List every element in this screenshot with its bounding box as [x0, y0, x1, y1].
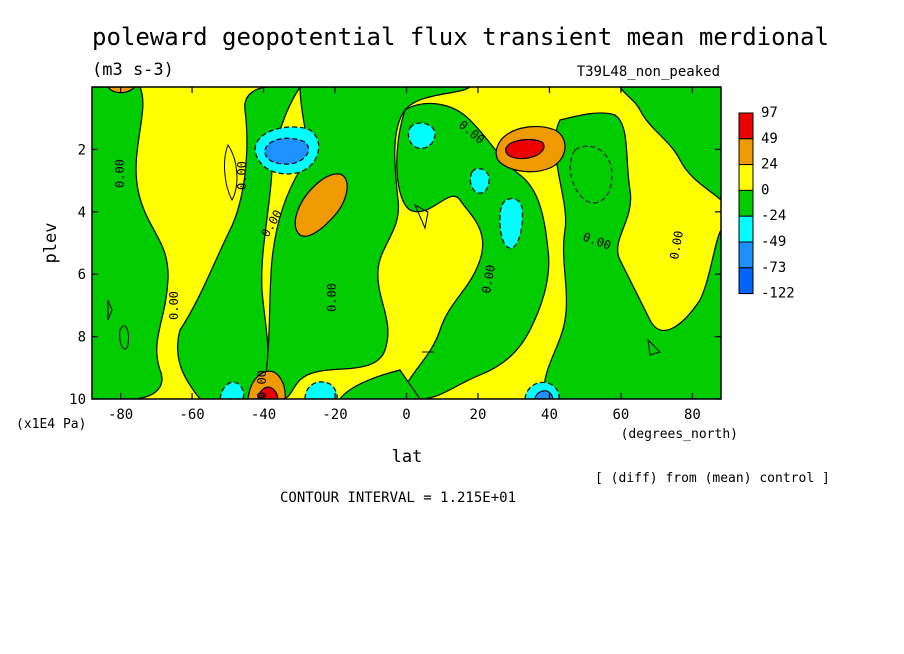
- contour-label: 0.00: [479, 264, 498, 295]
- colorbar-swatch: [738, 267, 754, 295]
- x-tick-label: 80: [684, 407, 701, 423]
- colorbar-swatch: [738, 215, 754, 243]
- contour-line-c: [107, 299, 113, 321]
- contour-line-a: [224, 143, 238, 202]
- colorbar-label: 97: [761, 105, 778, 121]
- x-tick-label: 20: [470, 407, 487, 423]
- x-tick-label: -60: [179, 407, 204, 423]
- x-axis-label: lat: [392, 447, 423, 467]
- chart-title: poleward geopotential flux transient mea…: [92, 23, 829, 51]
- pos-max-orange-south: [294, 173, 348, 237]
- y-tick-label: 10: [69, 392, 86, 408]
- diff-annotation: [ (diff) from (mean) control ]: [595, 471, 830, 486]
- contour-label: 0.00: [667, 230, 686, 261]
- contour-label: 0.00: [325, 283, 339, 312]
- colorbar-label: 24: [761, 157, 778, 173]
- y-tick-label: 6: [78, 267, 86, 283]
- contour-label: 0.00: [113, 159, 127, 188]
- contour-label: 0.00: [167, 291, 181, 320]
- y-axis: 2 4 6 8 10: [69, 142, 721, 408]
- y-tick-label: 2: [78, 142, 86, 158]
- neg-region-east-top: [619, 87, 721, 201]
- colorbar: 97 49 24 0 -24 -49 -73 -122: [738, 105, 795, 302]
- y-tick-label: 8: [78, 330, 86, 346]
- neg-min-blue-left: [264, 137, 310, 165]
- colorbar-swatch: [738, 241, 754, 269]
- colorbar-label: 0: [761, 182, 769, 198]
- x-tick-label: -40: [251, 407, 276, 423]
- y-axis-label: plev: [41, 223, 61, 264]
- x-tick-label: 40: [541, 407, 558, 423]
- colorbar-label: -122: [761, 286, 795, 302]
- neg-region-center: [261, 87, 471, 399]
- contour-label: 0.00: [255, 370, 269, 399]
- neg-min-cyan-south-a: [219, 381, 245, 399]
- colorbar-label: -73: [761, 260, 786, 276]
- colorbar-swatch: [738, 164, 754, 191]
- neg-min-cyan-tropic-low: [499, 198, 524, 249]
- chart-units: (m3 s-3): [92, 60, 174, 80]
- neg-region-west: [92, 87, 169, 399]
- colorbar-label: 49: [761, 131, 778, 147]
- pos-max-red-north: [505, 138, 545, 160]
- y-tick-label: 4: [78, 205, 86, 221]
- colorbar-swatch: [738, 112, 754, 140]
- x-axis: -80 -60 -40 -20 0 20 40 60 80: [108, 87, 701, 423]
- x-tick-label: -20: [322, 407, 347, 423]
- contour-label: 0.00: [235, 161, 249, 190]
- contour-line-e: [647, 338, 661, 356]
- y-axis-units: (x1E4 Pa): [16, 417, 86, 432]
- x-tick-label: -80: [108, 407, 133, 423]
- colorbar-swatch: [738, 189, 754, 217]
- contour-field: [92, 87, 721, 399]
- neg-min-cyan-tropic-mid: [469, 168, 490, 194]
- neg-min-cyan-south-b: [304, 381, 338, 399]
- contour-line-d: [119, 325, 129, 350]
- x-tick-label: 60: [613, 407, 630, 423]
- contour-interval: CONTOUR INTERVAL = 1.215E+01: [280, 490, 516, 506]
- contour-line-b: [569, 145, 613, 204]
- neg-region-tropics: [396, 102, 550, 399]
- colorbar-label: -49: [761, 234, 786, 250]
- colorbar-swatch: [738, 138, 754, 166]
- neg-min-cyan-tropic-upper: [407, 122, 436, 149]
- contour-line-f: [413, 203, 429, 230]
- colorbar-label: -24: [761, 208, 786, 224]
- x-tick-label: 0: [402, 407, 410, 423]
- neg-region-east: [543, 112, 721, 399]
- x-axis-units: (degrees_north): [621, 427, 738, 442]
- neg-region-south-center: [339, 369, 421, 399]
- run-label: T39L48_non_peaked: [577, 64, 720, 80]
